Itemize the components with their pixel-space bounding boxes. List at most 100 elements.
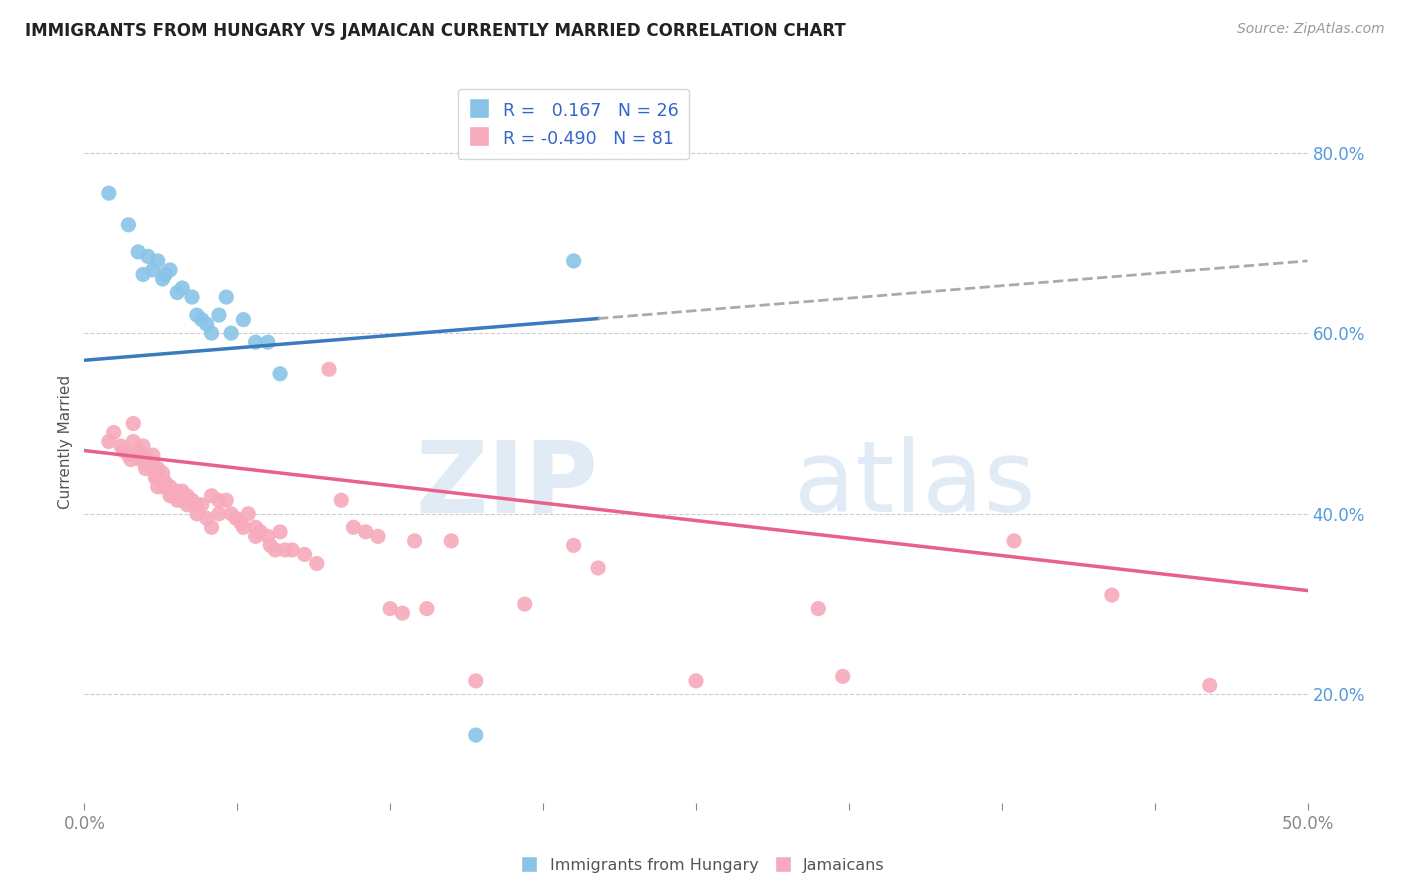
Point [129,452,152,467]
Point [208,308,231,322]
Point [464,673,486,688]
Point [380,601,402,615]
Point [249,524,271,539]
Text: Source: ZipAtlas.com: Source: ZipAtlas.com [1237,22,1385,37]
Point [186,498,208,512]
Point [122,417,145,431]
Point [127,244,149,259]
Point [195,511,218,525]
Point [416,601,439,615]
Point [112,443,135,458]
Point [330,493,353,508]
Point [127,448,149,462]
Point [232,520,254,534]
Point [200,489,222,503]
Point [342,520,364,534]
Point [122,434,145,449]
Text: IMMIGRANTS FROM HUNGARY VS JAMAICAN CURRENTLY MARRIED CORRELATION CHART: IMMIGRANTS FROM HUNGARY VS JAMAICAN CURR… [25,22,846,40]
Point [1101,588,1123,602]
Point [219,326,242,341]
Point [146,466,169,480]
Point [152,466,174,480]
Point [464,728,486,742]
Point [159,480,181,494]
Point [159,263,181,277]
Point [1198,678,1220,692]
Point [146,253,169,268]
Point [117,448,139,462]
Point [257,529,280,543]
Point [208,507,231,521]
Point [176,489,198,503]
Point [172,493,194,508]
Point [318,362,340,376]
Text: atlas: atlas [794,436,1035,533]
Point [142,448,165,462]
Point [143,471,166,485]
Point [127,443,149,458]
Point [110,439,132,453]
Point [245,335,267,350]
Point [200,520,222,534]
Point [264,542,287,557]
Point [215,290,238,304]
Point [152,480,174,494]
Point [186,308,208,322]
Point [97,434,120,449]
Point [215,493,238,508]
Point [208,493,231,508]
Point [181,493,204,508]
Point [120,452,142,467]
Point [245,520,267,534]
Point [232,312,254,326]
Point [238,507,260,521]
Point [245,529,267,543]
Legend: Immigrants from Hungary, Jamaicans: Immigrants from Hungary, Jamaicans [515,851,891,880]
Point [259,538,281,552]
Point [152,272,174,286]
Point [103,425,125,440]
Point [440,533,463,548]
Point [219,507,242,521]
Point [367,529,389,543]
Point [305,557,328,571]
Point [172,281,194,295]
Legend: R =   0.167   N = 26, R = -0.490   N = 81: R = 0.167 N = 26, R = -0.490 N = 81 [458,89,689,159]
Point [162,489,184,503]
Point [159,489,181,503]
Point [562,253,585,268]
Point [146,480,169,494]
Point [294,548,316,562]
Point [200,326,222,341]
Point [195,317,218,331]
Point [269,524,291,539]
Point [153,268,176,282]
Point [97,186,120,201]
Point [191,312,214,326]
Point [142,263,165,277]
Point [135,461,157,475]
Point [229,516,252,530]
Point [269,367,291,381]
Point [132,268,155,282]
Y-axis label: Currently Married: Currently Married [58,375,73,508]
Point [562,538,585,552]
Point [513,597,536,611]
Point [153,480,176,494]
Point [274,542,297,557]
Point [135,457,157,471]
Point [186,507,208,521]
Point [191,498,214,512]
Point [354,524,377,539]
Point [225,511,247,525]
Point [117,218,139,232]
Point [1002,533,1025,548]
Text: ZIP: ZIP [415,436,598,533]
Point [166,484,188,499]
Point [257,335,280,350]
Point [391,606,413,620]
Point [142,457,165,471]
Point [153,475,176,490]
Point [136,452,159,467]
Point [146,471,169,485]
